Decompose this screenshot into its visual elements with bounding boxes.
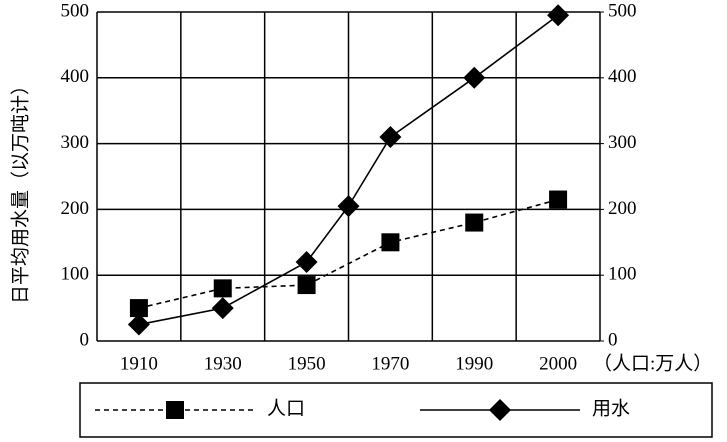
y2-tick-label: 100 [608, 264, 637, 285]
y2-tick-label: 200 [608, 198, 637, 219]
data-point [547, 4, 570, 27]
data-point [213, 279, 232, 298]
y2-tick-label: 300 [608, 132, 637, 153]
y-tick-label: 200 [61, 198, 90, 219]
legend-label: 人口 [267, 397, 305, 419]
y-tick-label: 500 [61, 0, 90, 21]
y2-axis-label: （人口:万人） [593, 352, 712, 374]
y-axis-label: 日平均用水量（以万吨计） [9, 76, 31, 304]
legend-label: 用水 [592, 397, 630, 419]
y2-tick-label: 0 [608, 329, 618, 350]
data-point [379, 126, 402, 149]
data-point [463, 66, 486, 89]
data-point [127, 313, 150, 336]
data-point [129, 299, 148, 318]
legend-marker [166, 401, 184, 419]
data-point [295, 251, 318, 274]
y2-tick-label: 500 [608, 0, 637, 21]
legend-box [79, 382, 713, 438]
y-tick-label: 0 [80, 329, 90, 350]
x-tick-label: 1930 [204, 353, 242, 374]
data-point [381, 233, 400, 252]
x-tick-label: 1970 [371, 353, 409, 374]
y2-tick-label: 400 [608, 66, 637, 87]
data-point [337, 195, 360, 218]
x-tick-label: 1990 [455, 353, 493, 374]
y-tick-label: 100 [61, 264, 90, 285]
x-tick-label: 2000 [539, 353, 577, 374]
y-tick-label: 300 [61, 132, 90, 153]
data-point [465, 213, 484, 232]
x-tick-label: 1910 [120, 353, 158, 374]
data-point [297, 276, 316, 295]
x-tick-label: 1950 [288, 353, 326, 374]
series-line [138, 198, 559, 309]
data-point [211, 297, 234, 320]
legend-marker [489, 399, 511, 421]
data-point [549, 190, 568, 209]
y-tick-label: 400 [61, 66, 90, 87]
